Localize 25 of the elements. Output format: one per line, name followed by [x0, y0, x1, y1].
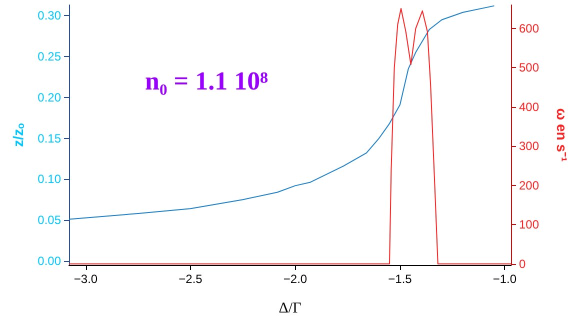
y-tick-label: 0.20 [38, 90, 62, 104]
y-axis-title: z/zₒ [10, 122, 26, 147]
y-tick-label: 0.05 [38, 213, 62, 228]
x-tick-label: −2.5 [178, 272, 203, 286]
y2-tick-label: 0 [519, 256, 526, 271]
x-tick-label: −1.5 [388, 272, 412, 286]
x-axis-title: Δ/Γ [278, 300, 302, 316]
y-tick-label: 0.00 [38, 254, 62, 268]
x-tick-label: −3.0 [74, 272, 98, 286]
y2-axis-title: ω en s⁻¹ [554, 108, 570, 162]
y2-tick-label: 100 [519, 218, 540, 232]
y2-tick-label: 400 [519, 100, 540, 114]
line-series [68, 5, 495, 220]
y-tick-label: 0.25 [38, 50, 62, 64]
y-tick-label: 0.10 [38, 172, 62, 186]
y2-tick-label: 600 [519, 22, 540, 36]
y2-tick-label: 500 [519, 60, 540, 75]
y2-tick-label: 200 [519, 178, 540, 192]
y-tick-label: 0.30 [38, 8, 62, 23]
x-tick-label: −2.0 [283, 272, 308, 286]
y2-tick-label: 300 [519, 139, 540, 154]
line-series [68, 8, 512, 264]
x-tick-label: −1.0 [492, 272, 517, 286]
annotation: n₀ = 1.1 10⁸ [145, 66, 268, 96]
y-tick-label: 0.15 [38, 131, 62, 146]
